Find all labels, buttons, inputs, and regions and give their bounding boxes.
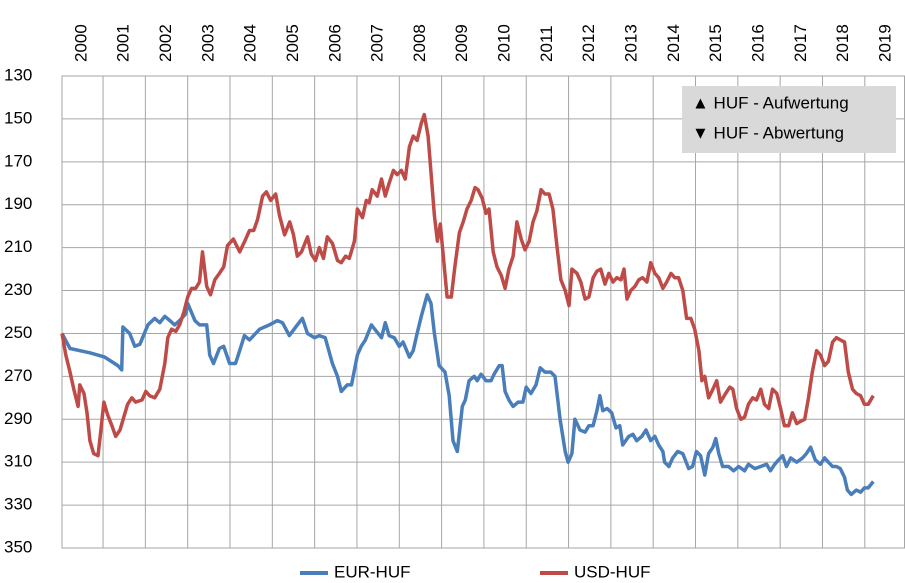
- x-tick-label: 2015: [706, 24, 725, 62]
- annotation: ▲ HUF - Aufwertung: [692, 93, 849, 112]
- lines: [60, 112, 875, 497]
- legend-label: EUR-HUF: [334, 562, 411, 581]
- x-tick-label: 2003: [198, 24, 217, 62]
- y-tick-label: 170: [4, 151, 32, 170]
- y-tick-label: 130: [4, 65, 32, 84]
- x-tick-label: 2000: [71, 24, 90, 62]
- x-tick-label: 2002: [156, 24, 175, 62]
- x-tick-label: 2014: [664, 24, 683, 62]
- series-line: [60, 112, 875, 458]
- x-tick-label: 2010: [495, 24, 514, 62]
- y-tick-label: 290: [4, 409, 32, 428]
- x-tick-label: 2007: [368, 24, 387, 62]
- x-tick-label: 2013: [622, 24, 641, 62]
- y-tick-label: 270: [4, 366, 32, 385]
- x-tick-label: 2018: [833, 24, 852, 62]
- legend-label: USD-HUF: [574, 562, 651, 581]
- y-tick-label: 210: [4, 237, 32, 256]
- x-tick-label: 2005: [283, 24, 302, 62]
- y-tick-label: 330: [4, 495, 32, 514]
- x-tick-label: 2008: [410, 24, 429, 62]
- x-tick-label: 2001: [114, 24, 133, 62]
- x-tick-label: 2006: [325, 24, 344, 62]
- x-tick-label: 2011: [537, 25, 556, 62]
- y-tick-label: 310: [4, 452, 32, 471]
- y-tick-label: 150: [4, 108, 32, 127]
- annotation-box: [682, 86, 896, 153]
- annotation: ▼ HUF - Abwertung: [692, 123, 844, 142]
- y-tick-label: 190: [4, 194, 32, 213]
- series-line: [60, 293, 875, 497]
- y-tick-label: 350: [4, 537, 32, 556]
- x-tick-label: 2012: [579, 24, 598, 62]
- x-tick-label: 2004: [241, 24, 260, 62]
- x-tick-label: 2017: [791, 24, 810, 62]
- y-tick-label: 230: [4, 280, 32, 299]
- x-tick-label: 2016: [748, 24, 767, 62]
- y-tick-label: 250: [4, 323, 32, 342]
- x-tick-label: 2009: [452, 24, 471, 62]
- x-tick-label: 2019: [875, 24, 894, 62]
